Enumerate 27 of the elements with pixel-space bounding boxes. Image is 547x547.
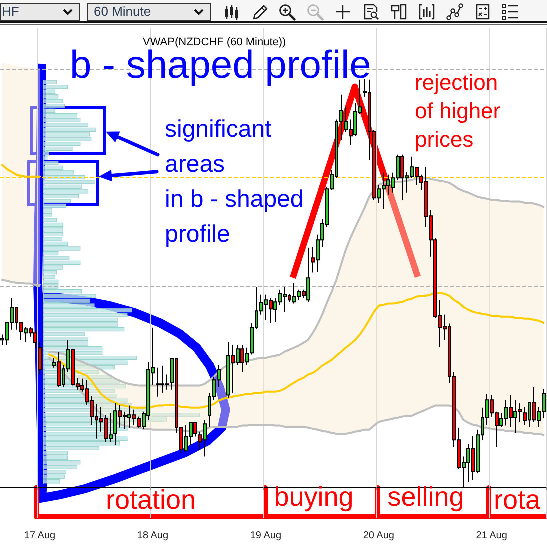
x-tick-label: 21 Aug	[476, 530, 508, 542]
x-tick-label: 20 Aug	[363, 530, 394, 542]
zoom-in-icon[interactable]	[280, 4, 296, 21]
node-graph-icon[interactable]	[446, 4, 464, 20]
document-search-icon[interactable]	[364, 4, 380, 20]
panel-icon[interactable]	[391, 4, 407, 20]
pencil-icon[interactable]	[253, 5, 268, 20]
x-tick-label: 19 Aug	[250, 530, 282, 542]
dropdown[interactable]: 60 Minute	[87, 3, 211, 21]
plus-icon[interactable]	[336, 5, 350, 19]
annotation: rotation	[106, 485, 196, 515]
list-icon[interactable]	[502, 4, 518, 20]
calculator-icon[interactable]	[476, 4, 490, 20]
annotation: significant areas in b - shaped profile	[165, 116, 304, 248]
annotation: rota	[494, 485, 542, 515]
candlestick-icon[interactable]	[226, 5, 238, 20]
dropdown[interactable]: HF	[0, 3, 80, 21]
candlestick	[156, 367, 160, 398]
candlestick	[33, 329, 37, 348]
x-tick-label: 17 Aug	[24, 530, 56, 542]
column-chart-icon[interactable]	[419, 4, 435, 20]
annotation: selling	[388, 482, 464, 512]
candlestick	[306, 247, 310, 303]
x-tick-label: 18 Aug	[137, 530, 169, 542]
candlestick	[38, 342, 42, 376]
annotation: rejection of higher prices	[415, 70, 501, 152]
annotation: buying	[274, 482, 354, 512]
